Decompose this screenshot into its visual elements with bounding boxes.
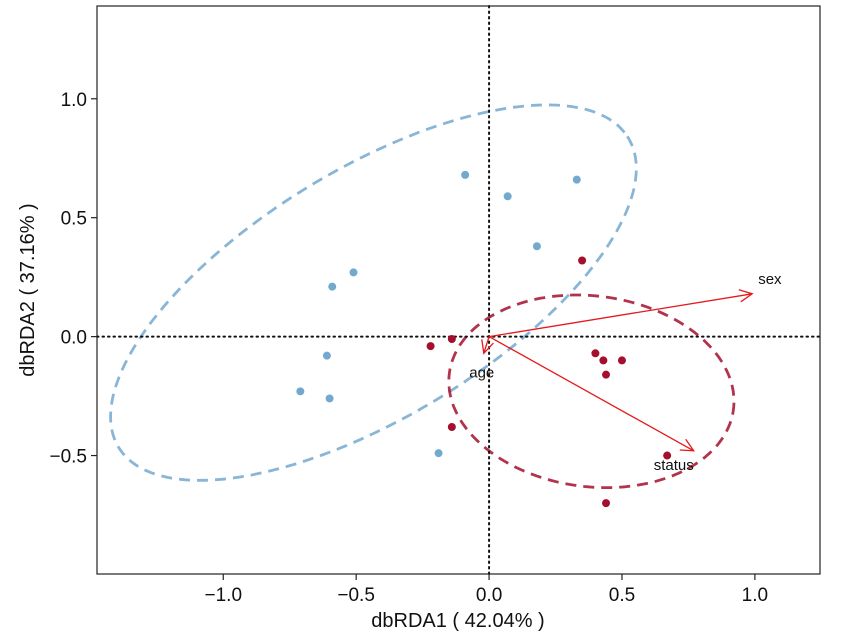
scatter-point-group2-8	[447, 423, 456, 432]
y-tick-label: −0.5	[49, 447, 87, 468]
y-axis-title: dbRDA2 ( 37.16% )	[17, 203, 39, 376]
x-axis-title: dbRDA1 ( 42.04% )	[371, 610, 544, 632]
group-ellipse-2	[447, 293, 736, 489]
arrow-head-status	[679, 438, 695, 452]
scatter-point-group1-9	[325, 394, 334, 403]
scatter-point-group2-10	[602, 499, 611, 508]
arrow-age	[483, 336, 490, 354]
arrow-status	[488, 336, 695, 452]
scatter-point-group1-5	[349, 268, 358, 277]
x-tick-label: −1.0	[205, 585, 243, 606]
x-tick-label: 1.0	[742, 585, 768, 606]
x-tick-label: 0.0	[476, 585, 502, 606]
scatter-point-group1-4	[532, 242, 541, 251]
scatter-point-group2-3	[447, 334, 456, 343]
scatter-point-group2-5	[599, 356, 608, 365]
x-axis: −1.0 −0.5 0.0 0.5 1.0	[205, 574, 768, 606]
scatter-point-group1-6	[328, 282, 337, 291]
arrow-label-age: age	[469, 364, 494, 381]
x-tick-label: 0.5	[609, 585, 635, 606]
group-ellipse-1	[109, 103, 638, 482]
scatter-point-group1-3	[572, 175, 581, 184]
x-tick-label: −0.5	[337, 585, 375, 606]
arrow-sex	[488, 293, 753, 338]
arrow-label-status: status	[654, 457, 694, 474]
scatter-point-group2-1	[578, 256, 587, 265]
scatter-point-group1-10	[434, 449, 443, 458]
y-tick-label: 0.5	[61, 209, 87, 230]
scatter-point-group1-7	[322, 351, 331, 360]
scatter-point-group2-9	[663, 451, 672, 460]
y-tick-label: 0.0	[61, 328, 87, 349]
scatter-point-group2-4	[591, 349, 600, 358]
scatter-point-group1-1	[461, 170, 470, 179]
arrow-head-age	[481, 339, 494, 355]
arrow-head-sex	[738, 289, 754, 303]
scatter-point-group1-2	[503, 192, 512, 201]
plot-panel-border	[96, 5, 821, 575]
scatter-point-group2-6	[617, 356, 626, 365]
scatter-point-group2-2	[426, 342, 435, 351]
y-tick-label: 1.0	[61, 90, 87, 111]
y-axis: −0.5 0.0 0.5 1.0	[49, 90, 97, 468]
scatter-point-group2-7	[602, 370, 611, 379]
arrow-label-sex: sex	[758, 271, 782, 288]
scatter-point-group1-8	[296, 387, 305, 396]
